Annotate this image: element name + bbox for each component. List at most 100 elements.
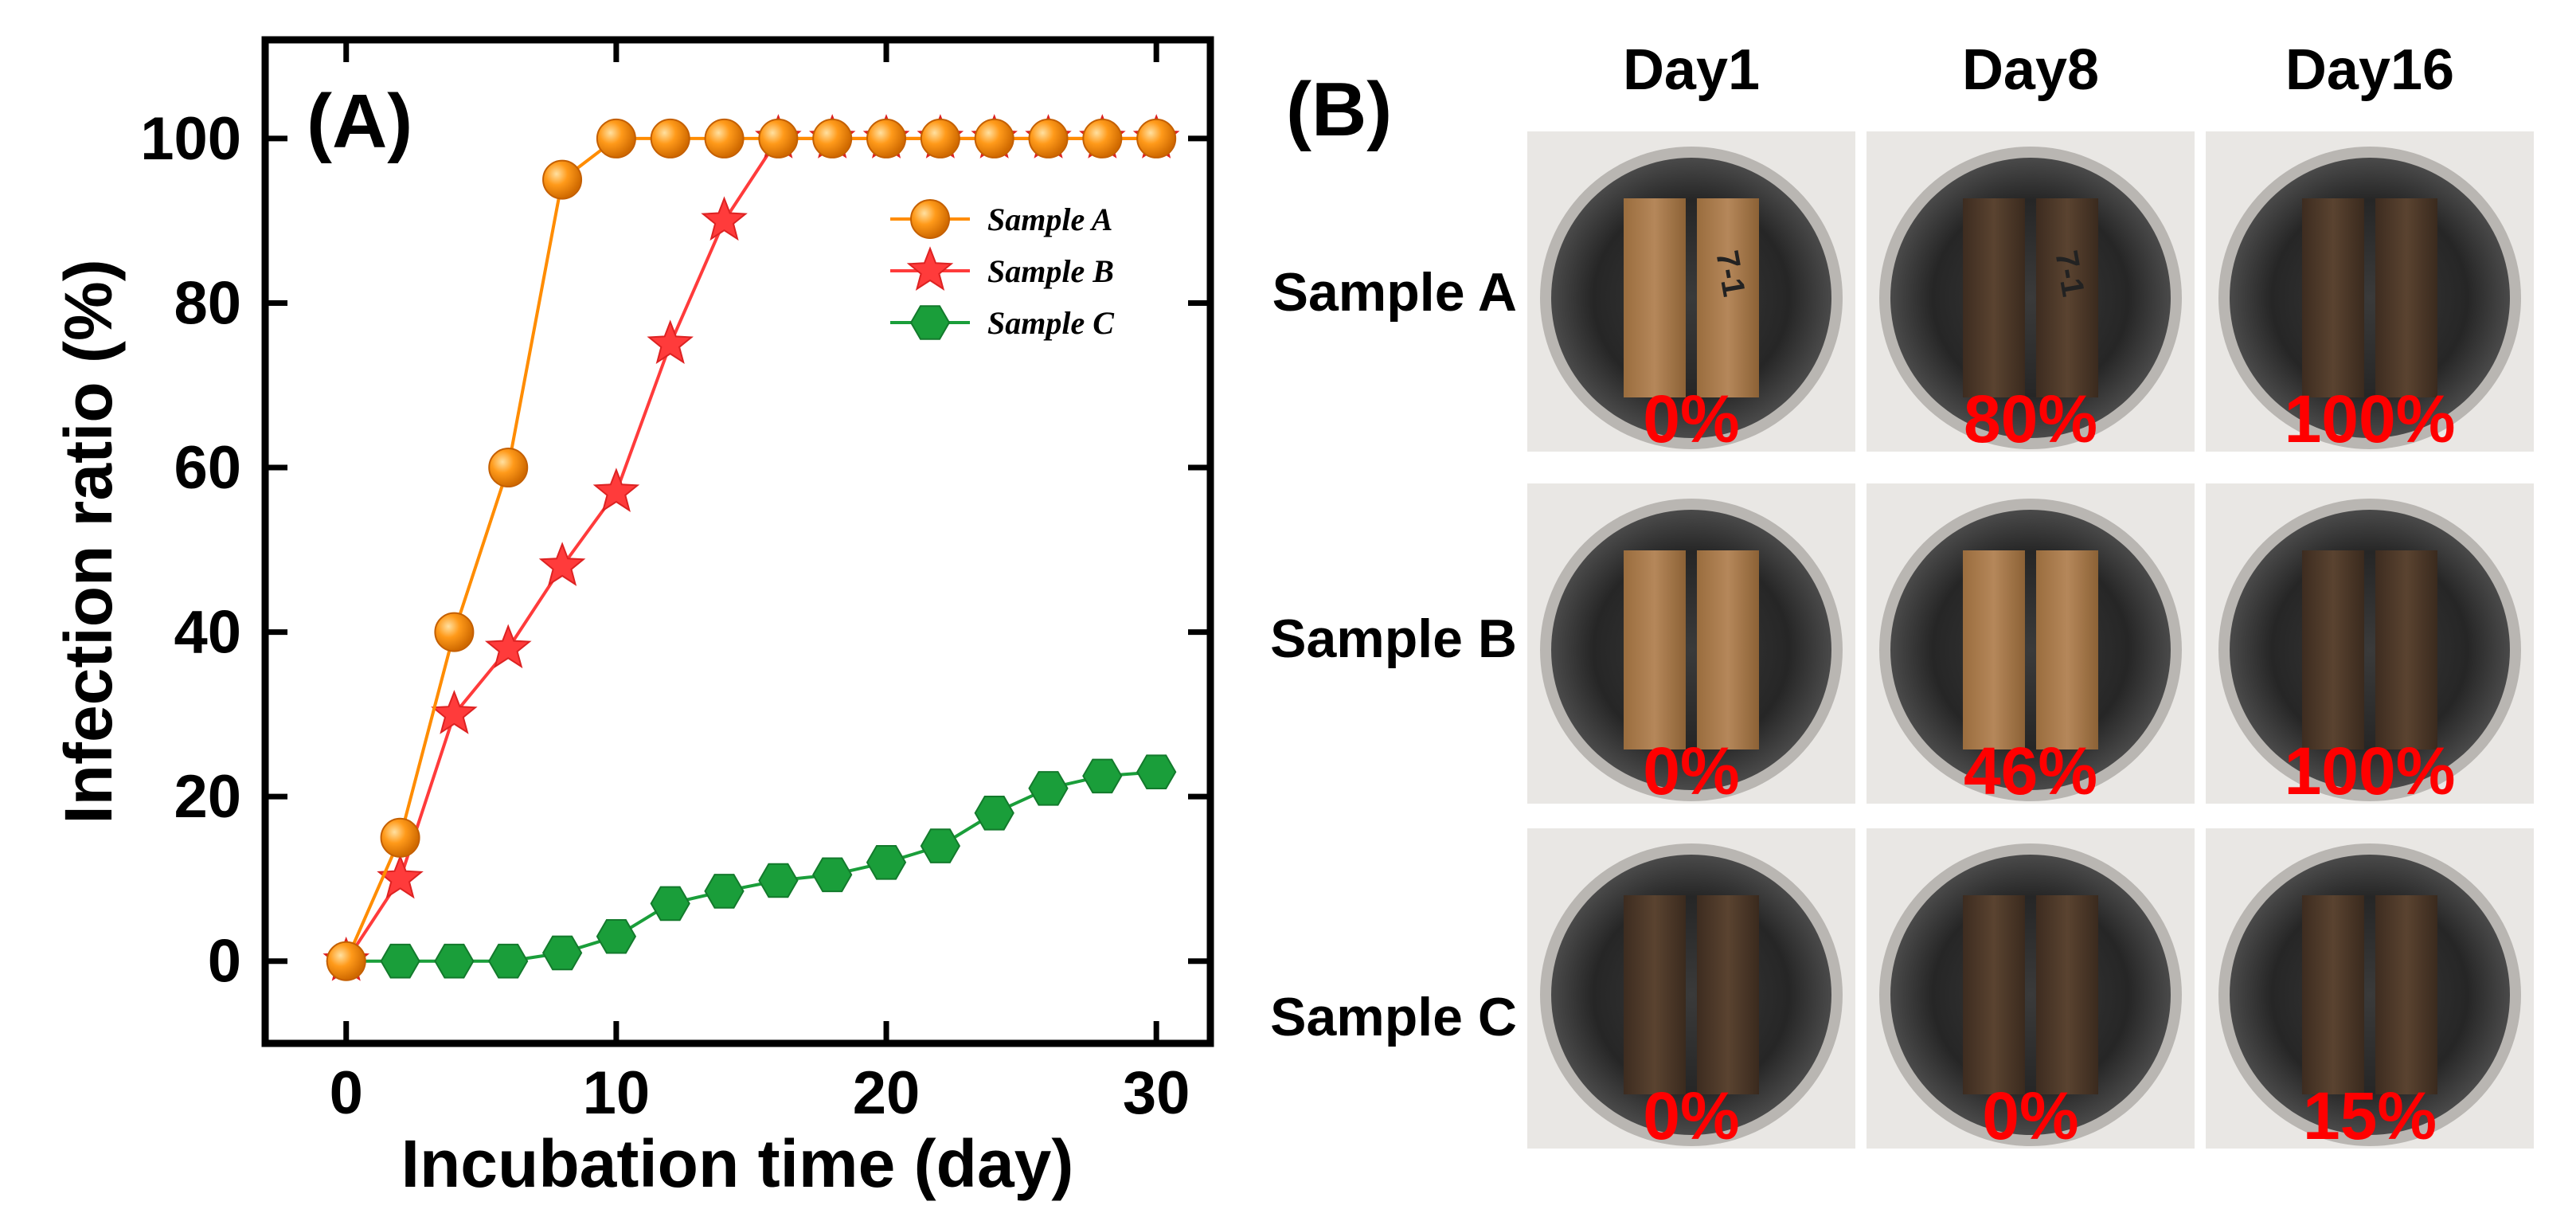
wood-block-right <box>2036 895 2098 1094</box>
data-point-sample-b <box>538 542 586 586</box>
wood-block-right <box>1697 198 1759 397</box>
x-tick-label: 30 <box>1123 1059 1190 1127</box>
legend-label-sample-a: Sample A <box>987 202 1112 237</box>
column-header-day1: Day1 <box>1623 38 1760 102</box>
data-point-sample-c <box>974 796 1014 831</box>
data-point-sample-c <box>920 828 961 863</box>
x-axis-ticks: 0 10 20 30 <box>330 40 1190 1127</box>
data-point-sample-c <box>488 943 529 979</box>
panel-b-label: (B) <box>1286 67 1392 152</box>
data-point-sample-c <box>380 943 420 979</box>
y-tick-label: 80 <box>174 269 241 337</box>
petri-dish-soil <box>2230 510 2510 790</box>
photo-cell: 46% <box>1867 483 2195 808</box>
data-point-sample-b <box>592 468 640 512</box>
wood-block-left <box>1963 550 2025 749</box>
wood-block-right <box>1697 895 1759 1094</box>
photo-cell: 15% <box>2206 828 2534 1153</box>
petri-dish-soil <box>1890 510 2171 790</box>
infection-percent: 46% <box>1964 734 2097 808</box>
wood-block-left <box>1624 895 1686 1094</box>
data-point-sample-a <box>974 118 1014 158</box>
data-point-sample-a <box>650 118 690 158</box>
data-point-sample-c <box>812 857 853 893</box>
petri-dish-soil <box>2230 158 2510 438</box>
series-sample-a <box>326 118 1177 981</box>
legend-label-sample-b: Sample B <box>987 253 1114 289</box>
infection-percent: 100% <box>2285 382 2456 456</box>
y-tick-label: 20 <box>174 763 241 831</box>
data-point-sample-a <box>542 159 583 200</box>
data-point-sample-a <box>488 448 529 488</box>
infection-percent: 0% <box>1643 382 1739 456</box>
x-tick-label: 10 <box>583 1059 651 1127</box>
wood-block-right <box>1697 550 1759 749</box>
infection-percent: 0% <box>1982 1078 2078 1153</box>
row-label-sample-b: Sample B <box>1270 609 1517 669</box>
x-axis-label: Incubation time (day) <box>401 1126 1074 1201</box>
data-point-sample-b <box>377 854 424 899</box>
data-point-sample-c <box>758 863 799 898</box>
data-point-sample-a <box>920 118 960 158</box>
data-point-sample-a <box>758 118 799 158</box>
data-point-sample-c <box>596 919 637 954</box>
x-tick-label: 0 <box>330 1059 363 1127</box>
data-point-sample-a <box>704 118 745 158</box>
wood-block-left <box>2302 895 2364 1094</box>
data-point-sample-a <box>380 817 420 858</box>
panel-a-label: (A) <box>307 79 412 164</box>
legend-marker-sample-b <box>906 246 954 291</box>
wood-block-right <box>2036 550 2098 749</box>
data-point-sample-b <box>647 319 694 365</box>
y-tick-label: 0 <box>208 928 241 996</box>
wood-block-right <box>2375 198 2437 397</box>
wood-block-left <box>2302 550 2364 749</box>
data-point-sample-a <box>812 118 853 158</box>
y-tick-label: 40 <box>174 599 241 667</box>
sample-handwriting: 7-1 <box>2048 248 2090 299</box>
data-point-sample-a <box>1082 118 1123 158</box>
y-axis-label: Infection ratio (%) <box>51 259 126 824</box>
wood-block-right <box>2375 550 2437 749</box>
wood-block-left <box>2302 198 2364 397</box>
photo-cell: 7-1 0% <box>1527 131 1855 456</box>
petri-dish-soil <box>1551 158 1831 438</box>
series-sample-c <box>326 754 1177 979</box>
data-point-sample-c <box>650 886 690 922</box>
petri-dish-soil <box>1890 158 2171 438</box>
photo-cell: 0% <box>1867 828 2195 1153</box>
x-tick-label: 20 <box>853 1059 921 1127</box>
photo-cell: 100% <box>2206 483 2534 808</box>
infection-percent: 100% <box>2285 734 2456 808</box>
sample-handwriting: 7-1 <box>1709 248 1751 299</box>
data-point-sample-c <box>1028 771 1069 806</box>
panel-b: (B) Day1 Day8 Day16 Sample A 7-1 0% 7-1 80% 100%… <box>1270 38 2534 1153</box>
data-point-sample-c <box>704 874 745 909</box>
photo-cell: 0% <box>1527 828 1855 1153</box>
infection-percent: 0% <box>1643 1078 1739 1153</box>
infection-percent: 0% <box>1643 734 1739 808</box>
infection-percent: 15% <box>2303 1078 2437 1153</box>
petri-dish-soil <box>1551 510 1831 790</box>
row-label-sample-a: Sample A <box>1272 262 1517 323</box>
data-point-sample-a <box>1028 118 1069 158</box>
data-point-sample-c <box>541 935 583 971</box>
data-point-sample-b <box>431 690 478 734</box>
photo-cell: 100% <box>2206 131 2534 456</box>
column-header-day8: Day8 <box>1962 38 2099 102</box>
legend-label-sample-c: Sample C <box>987 305 1115 341</box>
series-sample-b <box>322 114 1180 981</box>
data-point-sample-a <box>434 612 475 652</box>
legend-marker-sample-a <box>910 199 950 239</box>
data-point-sample-c <box>1136 754 1177 789</box>
photo-grid: Day1 Day8 Day16 Sample A 7-1 0% 7-1 80% 100% Samp… <box>1270 38 2534 1153</box>
data-point-sample-a <box>596 118 636 158</box>
petri-dish-soil <box>1890 855 2171 1135</box>
data-point-sample-b <box>484 624 532 669</box>
photo-cell: 0% <box>1527 483 1855 808</box>
series-line-sample-a <box>344 136 1157 962</box>
series-group <box>322 114 1180 981</box>
y-axis-ticks: 0 20 40 60 80 100 <box>140 105 1210 996</box>
data-point-sample-b <box>701 196 748 241</box>
